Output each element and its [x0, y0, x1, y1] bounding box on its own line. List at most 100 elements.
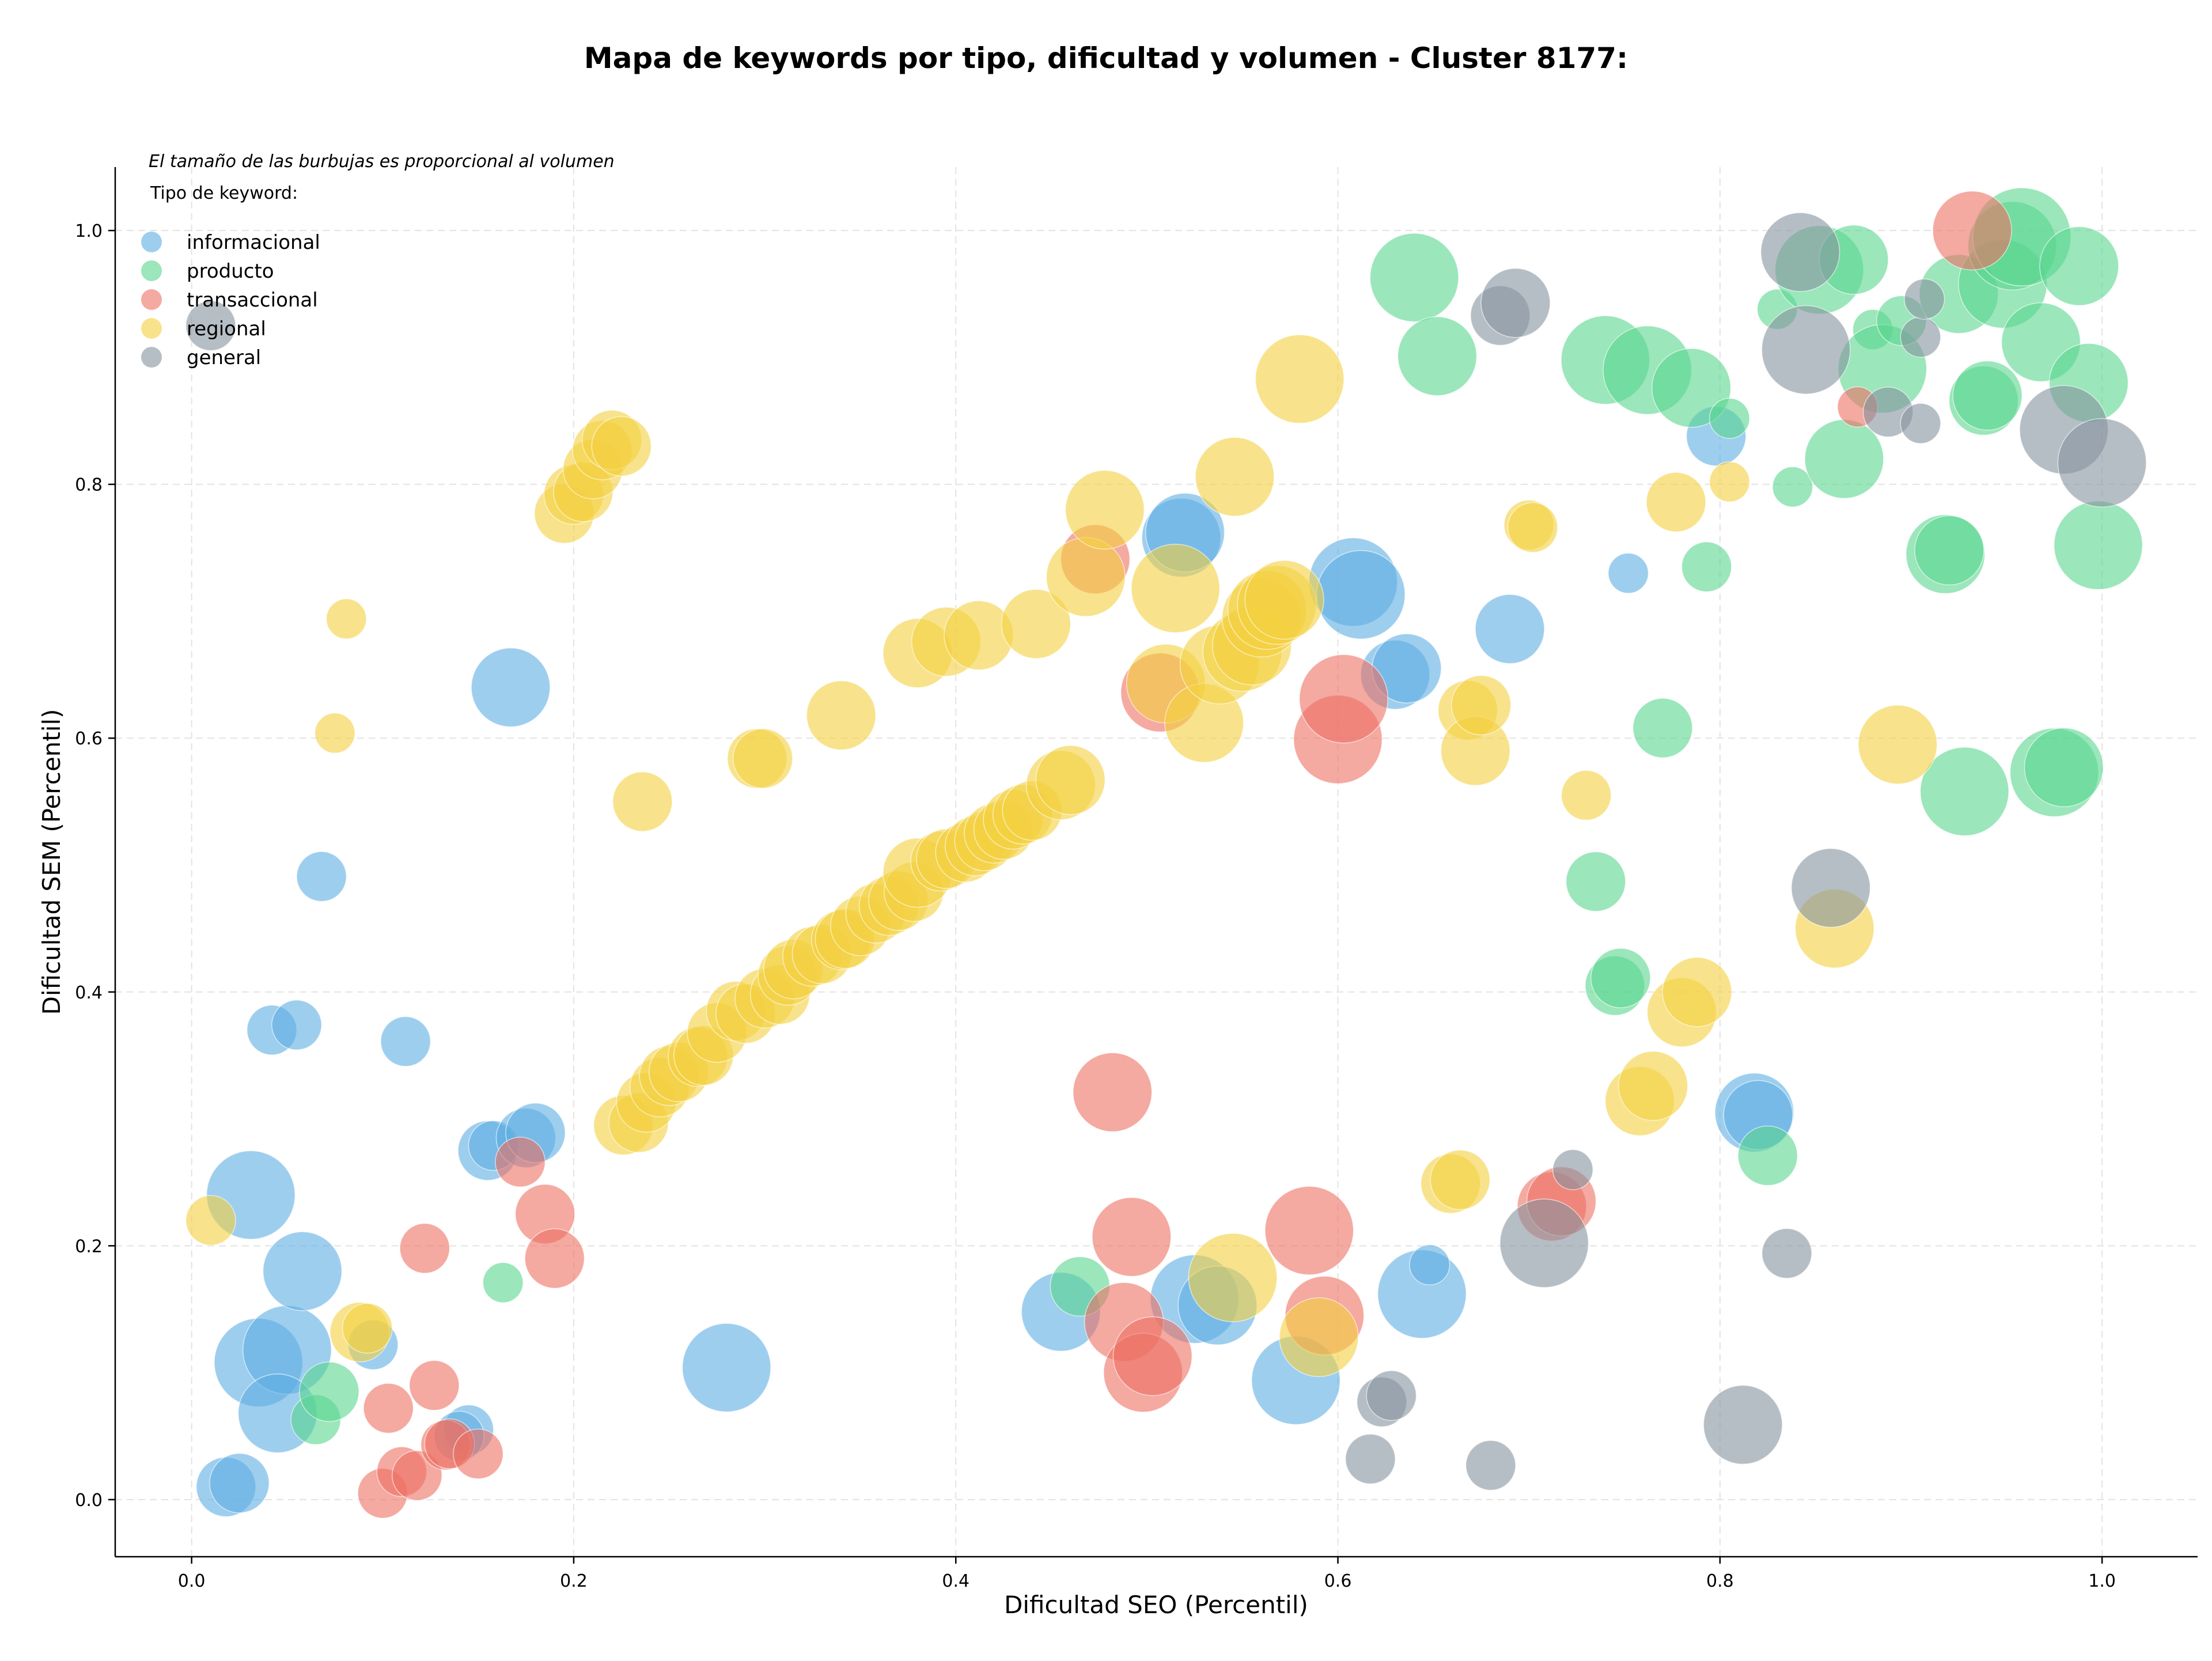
bubble-general-9: [1703, 1384, 1783, 1465]
bubble-regional-63: [1195, 437, 1275, 517]
bubble-regional-80: [1560, 770, 1612, 821]
legend-marker-general: [141, 347, 162, 368]
bubble-regional-2: [325, 598, 367, 640]
y-tick-label: 1.0: [75, 221, 103, 241]
bubble-regional-77: [1450, 675, 1512, 736]
bubble-informacional-6: [262, 1231, 343, 1311]
bubble-transaccional-4: [399, 1223, 450, 1274]
bubble-regional-56: [1035, 745, 1106, 815]
bubble-size-note: El tamaño de las burbujas es proporciona…: [149, 152, 615, 172]
series-general: [185, 212, 2147, 1491]
bubble-informacional-8: [271, 1000, 323, 1051]
x-tick-label: 0.6: [1324, 1571, 1352, 1591]
bubble-general-7: [1499, 1198, 1589, 1288]
bubble-general-11: [1760, 212, 1840, 292]
bubble-producto-11: [1633, 698, 1693, 758]
legend-label-transaccional: transaccional: [187, 289, 318, 312]
bubble-regional-60: [1131, 543, 1221, 633]
bubble-producto-25: [1914, 515, 1984, 585]
bubble-regional-54: [1001, 589, 1071, 659]
bubble-general-17: [1904, 278, 1945, 320]
bubble-informacional-2: [209, 1452, 270, 1514]
bubble-general-15: [1900, 403, 1941, 444]
legend-marker-regional: [141, 318, 162, 339]
bubble-producto-35: [2024, 727, 2104, 808]
y-tick-label: 0.8: [75, 475, 103, 495]
bubble-regional-83: [1646, 472, 1706, 532]
bubble-producto-4: [1369, 233, 1459, 323]
bubble-regional-25: [732, 728, 793, 789]
x-tick-label: 0.8: [1706, 1571, 1734, 1591]
bubble-producto-13: [1681, 541, 1732, 592]
y-tick-label: 0.0: [75, 1490, 103, 1511]
legend-label-general: general: [187, 346, 261, 369]
bubble-regional-72: [1255, 334, 1344, 424]
bubble-regional-88: [1858, 705, 1938, 785]
bubble-regional-34: [806, 680, 877, 751]
bubble-producto-36: [2039, 226, 2119, 306]
bubble-informacional-11: [380, 1016, 431, 1067]
legend-marker-transaccional: [141, 289, 162, 310]
legend-label-producto: producto: [187, 260, 274, 283]
x-tick-label: 0.4: [942, 1571, 969, 1591]
bubble-general-13: [1791, 848, 1871, 928]
series-informacional: [196, 406, 1794, 1518]
bubble-regional-1: [314, 712, 355, 754]
bubble-informacional-27: [1316, 550, 1406, 640]
legend-marker-producto: [141, 260, 162, 281]
bubble-transaccional-11: [524, 1228, 585, 1289]
bubble-general-10: [1761, 1228, 1812, 1279]
legend-marker-informacional: [141, 232, 162, 252]
bubble-regional-57: [1046, 537, 1126, 617]
bubble-informacional-19: [681, 1323, 771, 1413]
bubble-transaccional-13: [1073, 1052, 1153, 1132]
bubble-producto-14: [1709, 398, 1751, 439]
legend-title: Tipo de keyword:: [150, 183, 298, 203]
bubble-general-6: [1480, 267, 1551, 338]
bubble-transaccional-22: [1298, 654, 1389, 744]
bubble-transaccional-17: [1112, 1316, 1193, 1397]
bubble-general-12: [1761, 305, 1851, 395]
legend-label-regional: regional: [187, 317, 266, 340]
bubble-producto-1: [299, 1361, 359, 1422]
bubble-regional-47: [944, 600, 1014, 671]
bubble-producto-5: [1397, 316, 1478, 396]
bubble-transaccional-26: [1932, 190, 2012, 271]
bubble-producto-17: [1772, 466, 1813, 508]
bubble-general-8: [1552, 1149, 1594, 1190]
legend-label-informacional: informacional: [187, 231, 320, 254]
bubble-transaccional-5: [408, 1360, 460, 1411]
bubble-informacional-9: [296, 851, 347, 902]
axes-spines: [114, 167, 2198, 1558]
bubble-regional-4: [342, 1303, 393, 1354]
bubble-general-4: [1465, 1440, 1516, 1491]
bubble-informacional-18: [471, 647, 551, 728]
bubble-producto-38: [2053, 500, 2143, 590]
y-tick-label: 0.2: [75, 1236, 103, 1257]
bubble-producto-19: [1804, 419, 1884, 499]
bubble-producto-2: [482, 1262, 524, 1303]
bubble-regional-0: [185, 1195, 236, 1246]
chart-title: Mapa de keywords por tipo, dificultad y …: [584, 41, 1628, 75]
bubble-producto-27: [1919, 747, 2009, 837]
bubble-regional-74: [1430, 1149, 1491, 1210]
bubble-producto-6: [1565, 851, 1626, 912]
bubble-regional-82: [1618, 1051, 1688, 1121]
bubble-general-0: [185, 300, 236, 351]
bubble-regional-11: [591, 416, 652, 476]
bubble-transaccional-15: [1092, 1197, 1172, 1277]
bubble-regional-86: [1709, 461, 1751, 502]
x-tick-label: 0.2: [560, 1571, 588, 1591]
y-axis-label: Dificultad SEM (Percentil): [37, 709, 66, 1015]
bubble-transaccional-19: [1264, 1186, 1354, 1276]
series-regional: [185, 334, 1938, 1378]
bubble-transaccional-9: [495, 1136, 546, 1187]
bubble-producto-29: [1952, 360, 2022, 431]
y-tick-label: 0.6: [75, 729, 103, 749]
bubble-transaccional-8: [453, 1428, 504, 1480]
legend: informacional producto transaccional region…: [141, 231, 320, 369]
x-axis-label: Dificultad SEO (Percentil): [1004, 1591, 1308, 1619]
bubble-producto-8: [1590, 948, 1651, 1008]
x-tick-label: 1.0: [2088, 1571, 2116, 1591]
